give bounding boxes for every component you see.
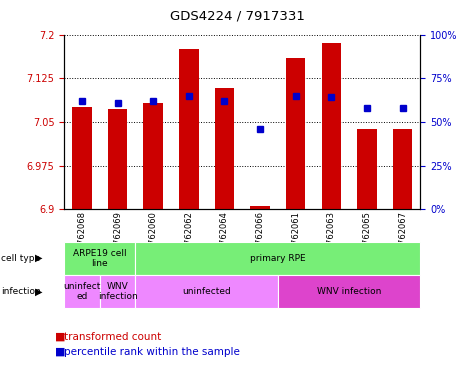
Bar — [215, 88, 234, 209]
Bar — [143, 103, 163, 209]
Text: ▶: ▶ — [35, 253, 42, 263]
Bar — [322, 43, 341, 209]
Bar — [250, 206, 270, 209]
Text: primary RPE: primary RPE — [250, 254, 306, 263]
Text: GDS4224 / 7917331: GDS4224 / 7917331 — [170, 10, 305, 23]
Text: uninfect
ed: uninfect ed — [63, 282, 101, 301]
Text: WNV
infection: WNV infection — [98, 282, 137, 301]
Text: ■: ■ — [55, 332, 65, 342]
Text: transformed count: transformed count — [64, 332, 162, 342]
Bar — [357, 129, 377, 209]
Text: ■: ■ — [55, 347, 65, 357]
Text: percentile rank within the sample: percentile rank within the sample — [64, 347, 240, 357]
Text: uninfected: uninfected — [182, 287, 231, 296]
Bar — [393, 129, 412, 209]
Text: WNV infection: WNV infection — [317, 287, 381, 296]
Bar — [179, 49, 199, 209]
Text: cell type: cell type — [1, 254, 40, 263]
Text: ARPE19 cell
line: ARPE19 cell line — [73, 248, 126, 268]
Bar — [286, 58, 305, 209]
Text: ▶: ▶ — [35, 286, 42, 297]
Text: infection: infection — [1, 287, 41, 296]
Bar — [72, 108, 92, 209]
Bar — [108, 109, 127, 209]
